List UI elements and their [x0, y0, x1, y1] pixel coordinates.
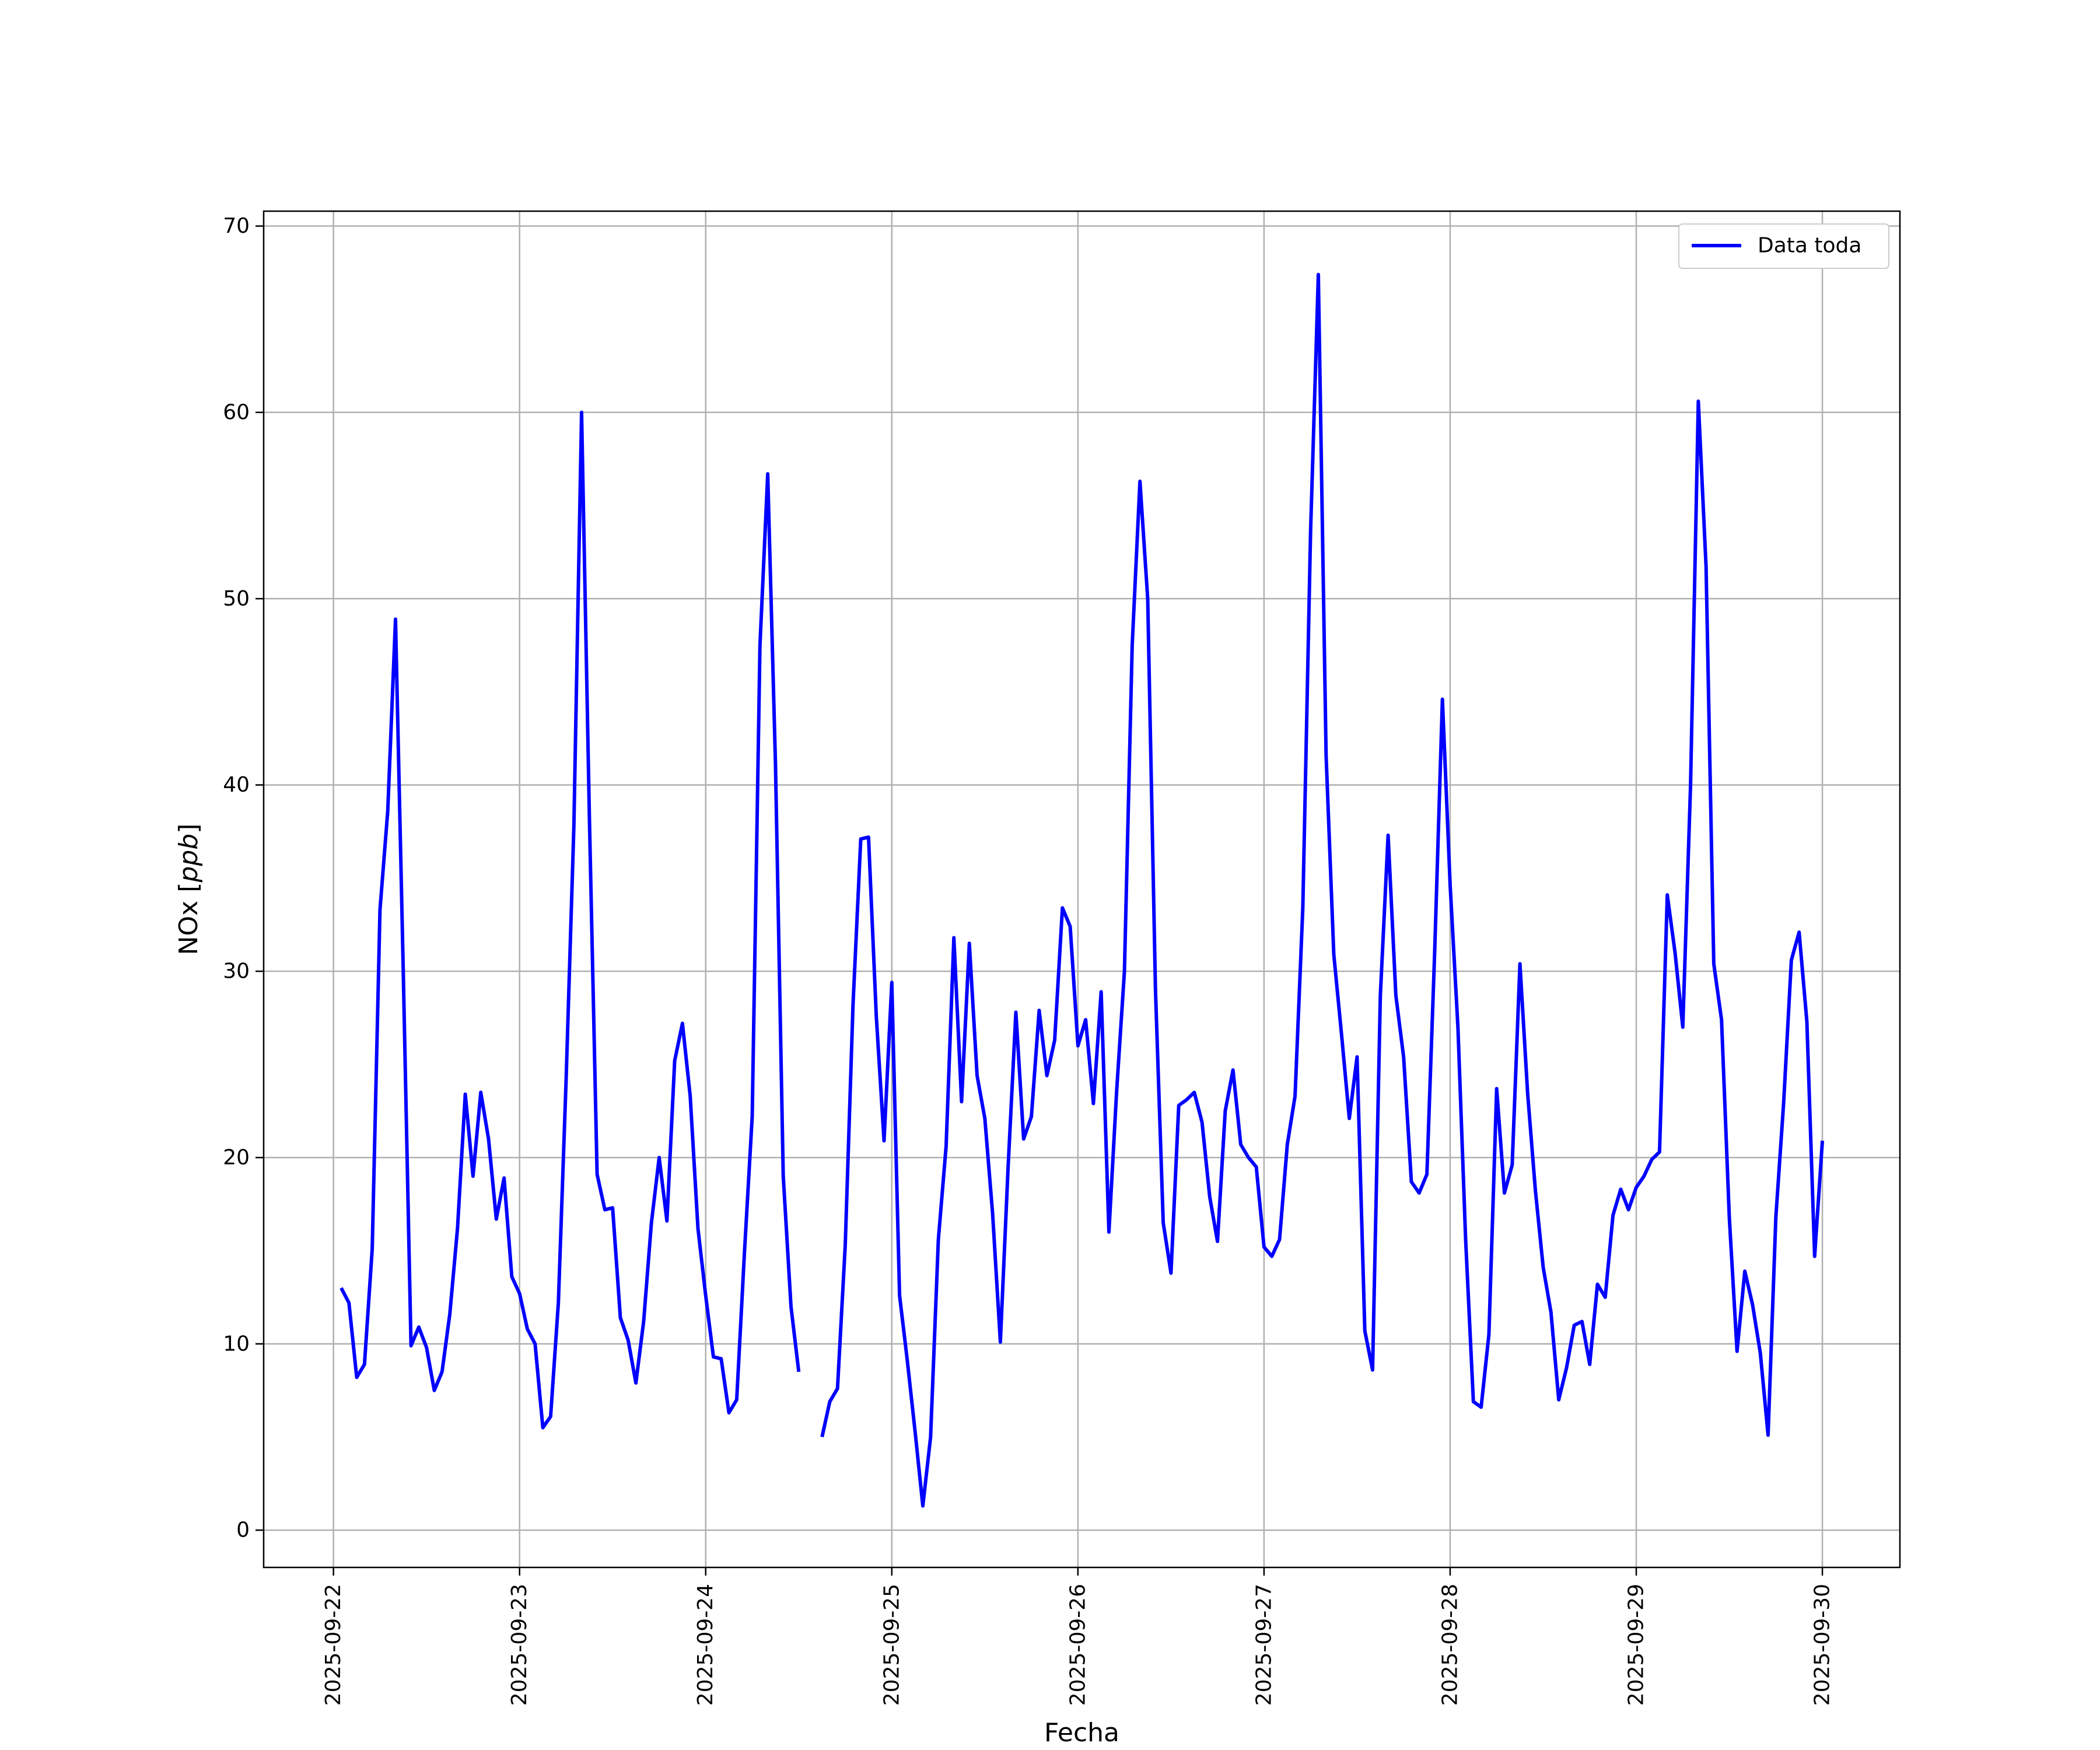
x-tick-label: 2025-09-26 — [1066, 1584, 1090, 1706]
plot-frame — [262, 210, 1901, 1569]
x-tick-label: 2025-09-27 — [1252, 1584, 1276, 1706]
y-axis: 0 10 20 30 40 50 60 70 — [223, 214, 264, 1542]
x-tick-label: 2025-09-22 — [321, 1584, 345, 1706]
x-tick-label: 2025-09-30 — [1811, 1584, 1835, 1706]
grid — [264, 211, 1900, 1567]
y-tick-label: 50 — [223, 587, 250, 611]
y-tick-label: 10 — [223, 1332, 250, 1356]
x-axis: 2025-09-22 2025-09-23 2025-09-24 2025-09-25… — [321, 1567, 1835, 1706]
y-axis-label-unit: ppb — [174, 834, 204, 883]
x-tick-label: 2025-09-24 — [694, 1584, 718, 1706]
y-tick-label: 60 — [223, 400, 250, 424]
x-tick-label: 2025-09-28 — [1438, 1584, 1462, 1706]
y-tick-label: 70 — [223, 214, 250, 238]
legend-box — [1678, 223, 1889, 269]
legend-entry-label: Data toda — [1758, 234, 1861, 258]
y-axis-label: NOx [ppb] — [174, 824, 204, 956]
series-line-segment-1 — [340, 410, 801, 1430]
y-tick-label: 0 — [236, 1518, 250, 1542]
y-tick-label: 20 — [223, 1146, 250, 1170]
x-tick-label: 2025-09-29 — [1625, 1584, 1648, 1706]
x-tick-label: 2025-09-25 — [880, 1584, 904, 1706]
x-tick-label: 2025-09-23 — [508, 1584, 531, 1706]
y-axis-label-open: [ — [174, 883, 204, 892]
y-tick-label: 30 — [223, 960, 250, 984]
y-tick-label: 40 — [223, 773, 250, 797]
y-axis-label-text: NOx — [174, 892, 204, 956]
series-line-segment-2 — [820, 272, 1825, 1508]
y-axis-label-close: ] — [174, 824, 204, 834]
series-lines — [340, 272, 1825, 1508]
legend: Data toda — [1678, 223, 1889, 269]
x-axis-label: Fecha — [1044, 1718, 1119, 1748]
